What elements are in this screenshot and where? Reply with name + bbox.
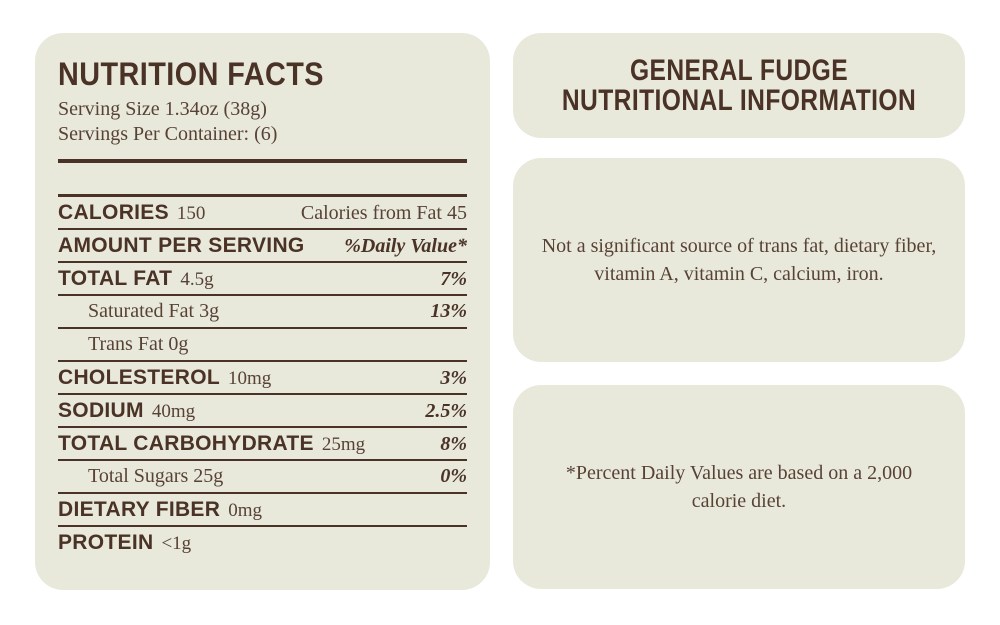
nutrition-facts-title: NUTRITION FACTS <box>58 56 324 92</box>
row-label: PROTEIN <box>58 531 154 554</box>
row-amount: 150 <box>176 203 206 224</box>
row-label: DIETARY FIBER <box>58 498 221 521</box>
daily-value-note-panel: *Percent Daily Values are based on a 2,0… <box>513 385 965 589</box>
not-significant-panel: Not a significant source of trans fat, d… <box>513 158 965 362</box>
table-row-total-sugars: Total Sugars 25g 0% <box>58 461 467 494</box>
row-label: TOTAL FAT <box>58 267 173 290</box>
table-row-protein: PROTEIN <1g <box>58 527 467 558</box>
not-significant-text: Not a significant source of trans fat, d… <box>541 235 937 285</box>
table-row-cholesterol: CHOLESTEROL 10mg 3% <box>58 362 467 395</box>
row-label: SODIUM <box>58 399 144 422</box>
row-label: AMOUNT PER SERVING <box>58 234 305 257</box>
general-fudge-heading-panel: GENERAL FUDGE NUTRITIONAL INFORMATION <box>513 33 965 138</box>
serving-size-text: Serving Size 1.34oz (38g) <box>58 98 267 120</box>
table-row-total-carbohydrate: TOTAL CARBOHYDRATE 25mg 8% <box>58 428 467 461</box>
row-value: %Daily Value* <box>344 235 467 257</box>
row-label: Trans Fat 0g <box>88 333 189 355</box>
table-row-calories: CALORIES 150 Calories from Fat 45 <box>58 197 467 230</box>
nutrition-table: CALORIES 150 Calories from Fat 45 AMOUNT… <box>58 194 467 558</box>
row-value: Calories from Fat 45 <box>300 202 467 224</box>
table-row-trans-fat: Trans Fat 0g <box>58 329 467 362</box>
row-label: TOTAL CARBOHYDRATE <box>58 432 314 455</box>
row-label: Total Sugars 25g <box>88 465 224 487</box>
table-row-total-fat: TOTAL FAT 4.5g 7% <box>58 263 467 296</box>
row-amount: 10mg <box>227 368 272 389</box>
daily-value-note-text: *Percent Daily Values are based on a 2,0… <box>565 462 913 512</box>
row-amount: 25mg <box>321 434 366 455</box>
row-value: 0% <box>440 465 467 487</box>
row-amount: 4.5g <box>180 269 214 290</box>
heading-line-1: GENERAL FUDGE <box>629 53 849 87</box>
servings-per-container-text: Servings Per Container: (6) <box>58 123 278 145</box>
table-row-sodium: SODIUM 40mg 2.5% <box>58 395 467 428</box>
divider-rule <box>58 159 467 163</box>
table-row-dietary-fiber: DIETARY FIBER 0mg <box>58 494 467 527</box>
row-amount: <1g <box>161 533 192 554</box>
heading-line-2: NUTRITIONAL INFORMATION <box>561 83 917 117</box>
general-fudge-heading: GENERAL FUDGE NUTRITIONAL INFORMATION <box>561 53 917 117</box>
table-row-saturated-fat: Saturated Fat 3g 13% <box>58 296 467 329</box>
row-value: 13% <box>430 300 467 322</box>
row-amount: 0mg <box>228 500 262 521</box>
table-row-amount-per-serving: AMOUNT PER SERVING %Daily Value* <box>58 230 467 263</box>
row-value: 8% <box>440 433 467 455</box>
row-value: 2.5% <box>425 400 467 422</box>
row-label: Saturated Fat 3g <box>88 300 220 322</box>
nutrition-facts-panel: NUTRITION FACTS Serving Size 1.34oz (38g… <box>35 33 490 590</box>
row-value: 7% <box>440 268 467 290</box>
row-value: 3% <box>440 367 467 389</box>
row-label: CHOLESTEROL <box>58 366 220 389</box>
row-amount: 40mg <box>151 401 196 422</box>
row-label: CALORIES <box>58 201 169 224</box>
